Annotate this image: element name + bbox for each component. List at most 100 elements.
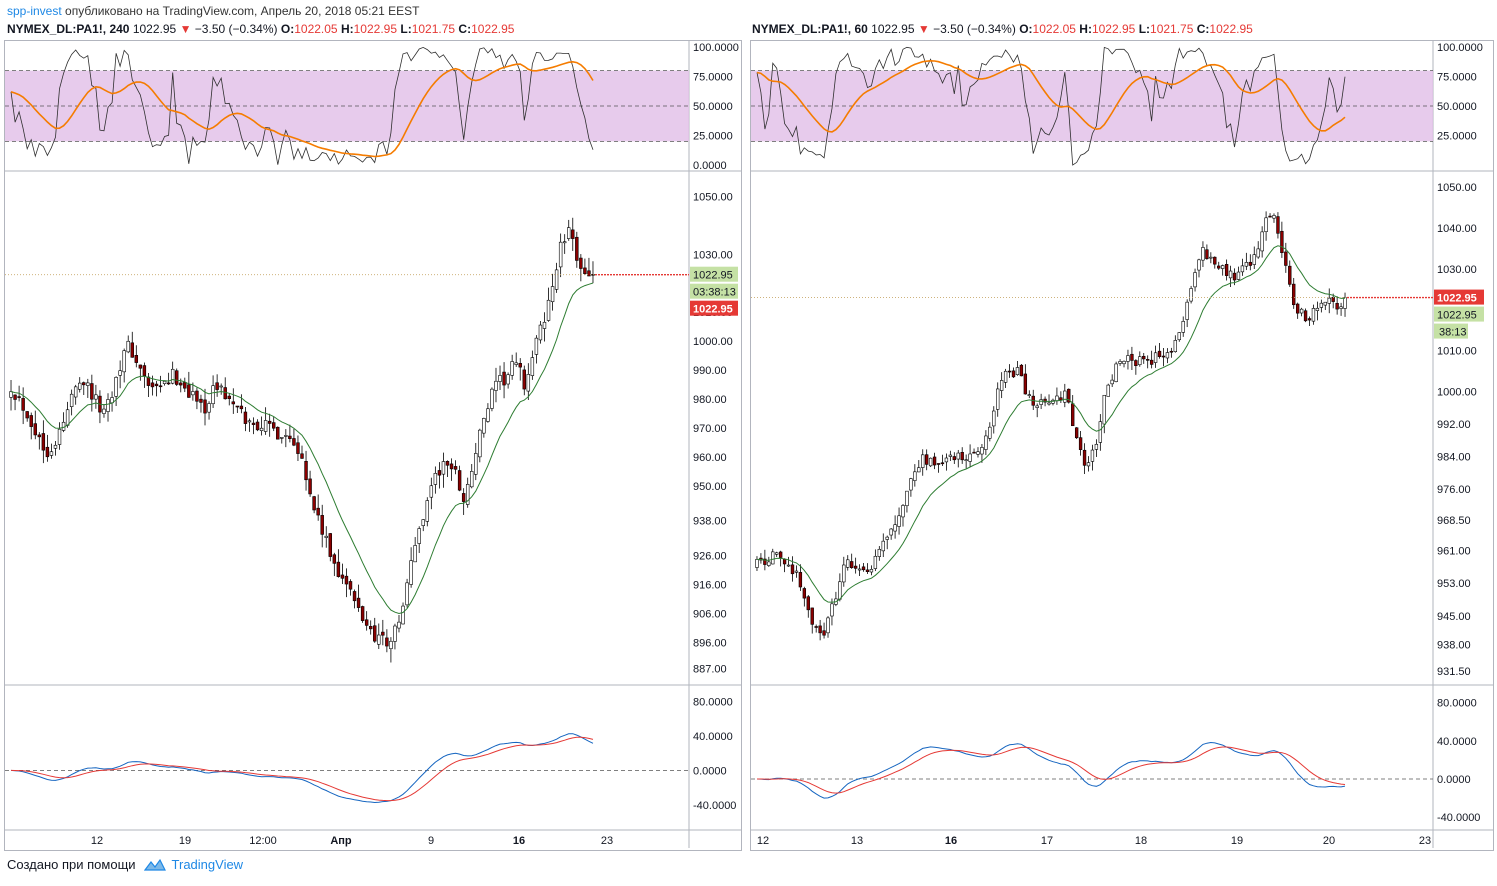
candle-body xyxy=(421,519,425,526)
candle-body xyxy=(534,337,539,355)
candle-body xyxy=(1185,301,1189,320)
candle-body xyxy=(429,485,434,498)
candle-body xyxy=(9,391,13,398)
price-tick-label: 896.00 xyxy=(693,637,727,649)
candle-body xyxy=(235,405,240,408)
candle-body xyxy=(1232,272,1237,281)
chart-panel-240[interactable]: 100.0000 75.0000 50.0000 25.0000 0.0000 1050.… xyxy=(4,40,742,851)
candle-body xyxy=(457,470,462,491)
osc-tick-label: 25.0000 xyxy=(1437,131,1477,143)
candle-body xyxy=(763,558,767,565)
candle-body xyxy=(1311,308,1316,322)
candle-body xyxy=(348,581,353,590)
candle-body xyxy=(207,403,211,413)
candle-body xyxy=(231,401,236,405)
candle-body xyxy=(461,493,466,502)
candle-body xyxy=(798,572,803,588)
candle-body xyxy=(583,267,587,274)
price-tick-label: 960.00 xyxy=(693,452,727,464)
tradingview-brand: TradingView xyxy=(171,857,244,872)
high-label: H: xyxy=(1079,22,1092,36)
candle-body xyxy=(826,617,830,634)
candle-body xyxy=(57,428,62,445)
candle-body xyxy=(308,478,312,495)
price-tick-label: 945.00 xyxy=(1437,611,1471,623)
candle-body xyxy=(296,442,300,454)
time-tick-label: 19 xyxy=(1231,835,1243,847)
price-tick-label: 970.00 xyxy=(693,423,727,435)
candle-body xyxy=(1240,265,1245,273)
candle-body xyxy=(530,357,535,376)
candle-body xyxy=(850,561,854,568)
candle-body xyxy=(25,411,29,419)
candle-body xyxy=(869,569,874,573)
candle-body xyxy=(263,420,268,432)
candle-body xyxy=(284,435,288,437)
timer-badge-bg xyxy=(690,283,738,299)
candle-body xyxy=(1169,350,1174,353)
candle-body xyxy=(405,582,409,606)
candle-body xyxy=(921,454,925,468)
chart-panel-60[interactable]: 100.0000 75.0000 50.0000 25.0000 1050.00 1040… xyxy=(750,40,1494,851)
macd-tick-label: -40.0000 xyxy=(1437,812,1480,824)
candle-body xyxy=(211,385,215,405)
candle-body xyxy=(1236,271,1241,280)
candle-body xyxy=(1161,355,1166,358)
candle-body xyxy=(1213,256,1217,265)
candle-body xyxy=(972,451,976,454)
candle-body xyxy=(195,390,199,402)
candle-body xyxy=(940,462,945,465)
last-badge: 1022.95 xyxy=(693,304,733,316)
candle-body xyxy=(478,429,482,458)
candle-body xyxy=(1201,247,1205,261)
candle-body xyxy=(775,552,779,555)
candle-body xyxy=(1035,405,1039,408)
timer-badge: 1022.95 xyxy=(1437,310,1477,322)
publication-header: spp-invest опубликовано на TradingView.c… xyxy=(7,3,419,19)
candle-body xyxy=(948,454,953,457)
candle-body xyxy=(389,640,393,650)
time-tick-label: 20 xyxy=(1323,835,1335,847)
candle-body xyxy=(893,524,897,532)
candle-body xyxy=(122,350,126,373)
candle-body xyxy=(13,394,17,400)
candle-body xyxy=(82,382,86,386)
osc-tick-label: 100.0000 xyxy=(693,42,739,54)
tradingview-link[interactable]: TradingView xyxy=(143,857,244,872)
candle-body xyxy=(41,433,46,451)
time-tick-label: 23 xyxy=(601,835,613,847)
candle-body xyxy=(960,452,964,461)
candle-body xyxy=(806,596,810,611)
candle-body xyxy=(1193,272,1197,288)
candle-body xyxy=(1067,388,1071,403)
chart-canvas-240[interactable]: 100.0000 75.0000 50.0000 25.0000 0.0000 1050.… xyxy=(5,41,741,850)
price-tick-label: 926.00 xyxy=(693,550,727,562)
author-link[interactable]: spp-invest xyxy=(7,4,62,18)
macd-line xyxy=(10,733,594,804)
price-tick-label: 953.00 xyxy=(1437,578,1471,590)
candle-body xyxy=(822,630,826,636)
candle-body xyxy=(324,535,328,538)
chart-canvas-60[interactable]: 100.0000 75.0000 50.0000 25.0000 1050.00 1040… xyxy=(751,41,1493,850)
candle-body xyxy=(1272,215,1276,219)
candle-body xyxy=(999,380,1004,391)
candle-body xyxy=(255,421,260,431)
candle-body xyxy=(853,565,858,569)
candle-body xyxy=(142,365,147,376)
candle-body xyxy=(571,229,575,239)
footer: Создано при помощи TradingView xyxy=(7,857,243,872)
candle-body xyxy=(1264,217,1268,233)
candle-body xyxy=(502,371,506,386)
high-value: 1022.95 xyxy=(353,22,398,36)
candle-body xyxy=(838,581,842,600)
candle-body xyxy=(550,286,555,303)
close-value: 1022.95 xyxy=(471,22,515,36)
candle-body xyxy=(397,621,401,629)
high-label: H: xyxy=(340,22,354,36)
candle-body xyxy=(219,385,223,388)
open-label: O: xyxy=(280,22,295,36)
price-tick-label: 916.00 xyxy=(693,579,727,591)
candle-body xyxy=(1146,359,1150,361)
candle-body xyxy=(280,437,284,439)
candle-body xyxy=(328,533,333,557)
